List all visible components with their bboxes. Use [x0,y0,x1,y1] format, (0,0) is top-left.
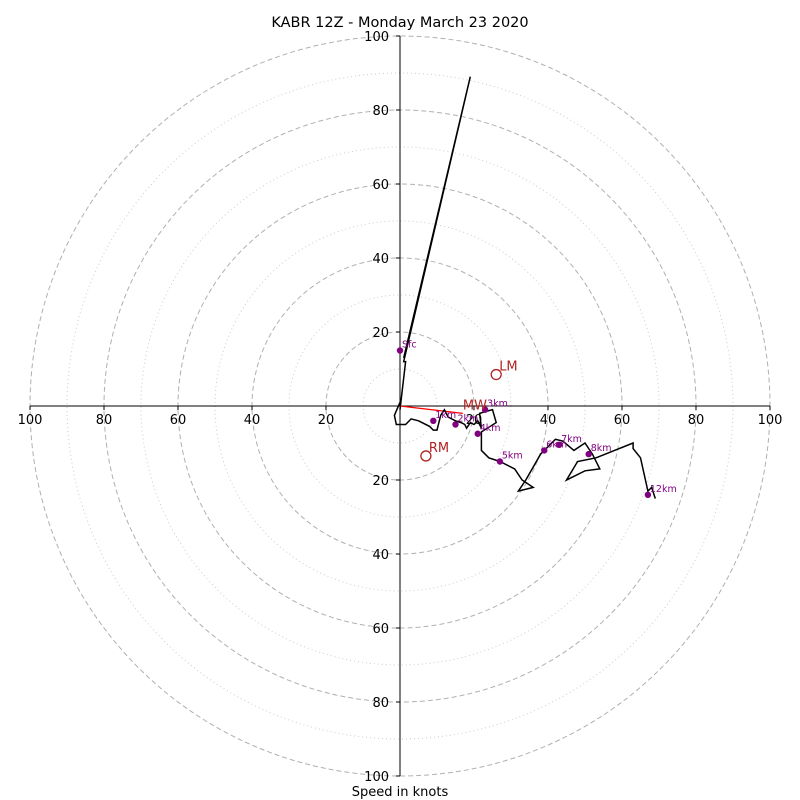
y-tick-label: 100 [364,30,389,45]
y-tick-label: 60 [372,178,389,193]
x-tick-label: 20 [318,413,335,428]
height-marker-label: 3km [487,399,508,410]
height-marker-point [474,430,481,437]
tick-labels: 100 80 60 40 20 20 40 60 80 100100806040202040608… [18,30,783,785]
storm-motion-marker [490,368,502,381]
x-tick-label: 40 [540,413,557,428]
height-marker-point [496,458,504,465]
upper-trace-segment [399,76,472,410]
storm-motion-marker [420,450,432,462]
hodograph-trace-layer [393,76,657,499]
height-marker-label: 12km [650,484,677,495]
chart-title: KABR 12Z - Monday March 23 2020 [271,15,528,31]
height-marker-label: 1km [435,410,456,421]
storm-motion-label: RM [429,441,449,456]
mean-wind-vector-layer [399,405,463,415]
storm-motion-label: MW [463,398,487,413]
height-marker-label: Sfc [402,340,417,351]
height-marker-label: 5km [502,451,523,462]
x-tick-label: 40 [244,413,261,428]
y-tick-label: 80 [372,696,389,711]
x-tick-label: 60 [614,413,631,428]
x-tick-label: 100 [18,413,43,428]
height-marker-label: 7km [561,434,582,445]
y-tick-label: 80 [372,104,389,119]
hodograph-trace [393,402,657,499]
height-marker-point [555,441,563,449]
storm-motion-markers: LM RM MW [420,360,518,462]
x-tick-label: 60 [170,413,187,428]
y-tick-label: 20 [372,326,389,341]
height-marker-point [585,450,592,458]
height-marker-point [541,447,548,454]
x-tick-label: 80 [688,413,705,428]
mean-wind-vector [399,405,463,415]
height-marker-point [396,347,404,354]
x-tick-label: 80 [96,413,113,428]
height-marker-label: 2km [458,414,479,425]
height-marker-point [430,417,437,424]
height-marker-point [481,406,489,413]
x-tick-label: 100 [758,413,783,428]
storm-motion-label: LM [499,360,517,375]
y-tick-label: 40 [372,548,389,563]
y-tick-label: 20 [372,474,389,489]
height-marker-label: 4km [480,423,501,434]
x-axis-label: Speed in knots [352,785,449,800]
y-tick-label: 40 [372,252,389,267]
height-marker-point [644,491,652,498]
y-tick-label: 60 [372,622,389,637]
height-marker-point [452,421,459,428]
height-markers: Sfc1km2km3km4km5km6km7km8km12km [396,340,677,498]
y-tick-label: 100 [364,770,389,785]
height-marker-label: 8km [591,443,612,454]
